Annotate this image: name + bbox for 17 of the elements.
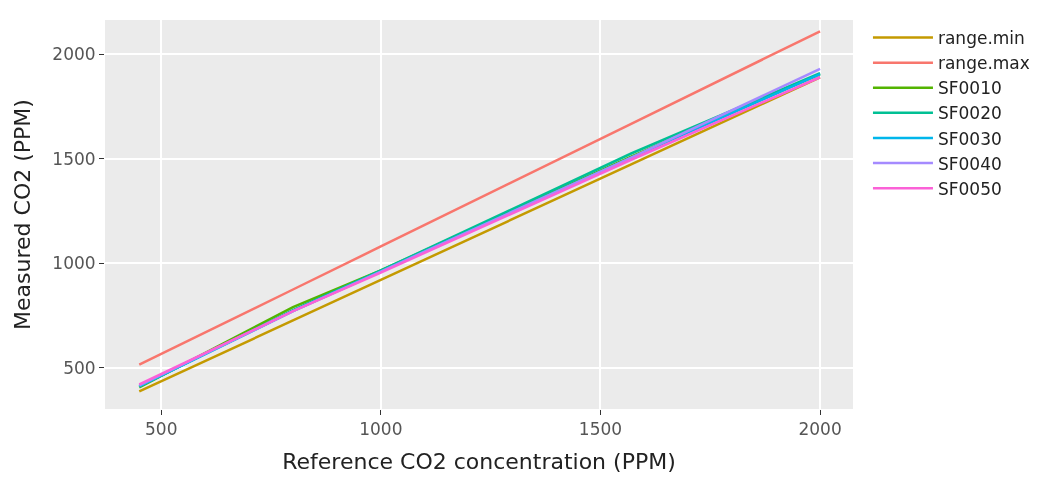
legend-label: SF0010 (937, 78, 1002, 99)
legend-label: SF0020 (937, 103, 1002, 124)
y-axis-title: Measured CO2 (PPM) (10, 99, 36, 330)
x-tick-label: 1000 (359, 419, 403, 440)
x-tick-label: 1500 (578, 419, 623, 440)
legend-label: SF0040 (937, 153, 1002, 174)
x-axis-title: Reference CO2 concentration (PPM) (282, 449, 676, 475)
y-tick-label: 1000 (52, 253, 96, 274)
y-tick-label: 500 (63, 357, 96, 378)
legend-label: range.min (937, 28, 1025, 49)
legend-label: SF0050 (937, 178, 1002, 199)
legend-label: range.max (937, 53, 1030, 74)
x-tick-label: 500 (144, 419, 178, 440)
y-tick-label: 2000 (52, 44, 96, 65)
legend-label: SF0030 (937, 128, 1002, 149)
y-tick-label: 1500 (52, 148, 96, 169)
x-tick-label: 2000 (798, 419, 842, 440)
